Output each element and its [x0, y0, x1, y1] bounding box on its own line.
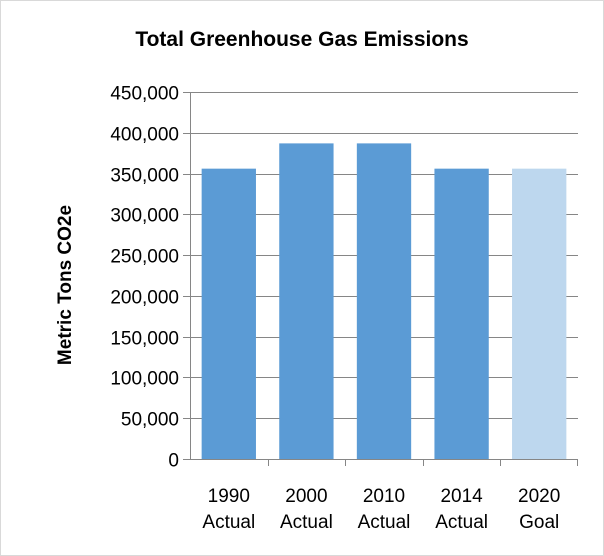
bar [356, 143, 412, 459]
y-tick-label: 450,000 [110, 84, 179, 105]
y-axis-title: Metric Tons CO2e [55, 205, 76, 365]
y-tick-label: 150,000 [110, 329, 179, 350]
y-tick-labels: 0 50,000 100,000 150,000 200,000 250,000 300,0… [110, 84, 179, 472]
x-tick-label: Goal [519, 512, 559, 533]
y-tick-label: 50,000 [121, 410, 179, 431]
x-tick-label: 1990 [208, 486, 250, 507]
y-tick-label: 100,000 [110, 369, 179, 390]
x-tick-label: Actual [358, 512, 411, 533]
chart-title: Total Greenhouse Gas Emissions [135, 28, 469, 51]
y-tick-label: 200,000 [110, 288, 179, 309]
x-tick-label: 2014 [440, 486, 483, 507]
x-tick-label: 2020 [518, 486, 560, 507]
bar [434, 168, 489, 459]
bar [512, 168, 567, 459]
x-tick-label: Actual [202, 512, 255, 533]
x-tick-labels: 1990 Actual 2000 Actual 2010 Actual 2014 Actual… [202, 486, 560, 533]
x-tick-label: Actual [435, 512, 488, 533]
bar [279, 143, 334, 459]
y-tick-label: 250,000 [110, 247, 179, 268]
y-tick-label: 350,000 [110, 166, 179, 187]
bar [201, 168, 256, 459]
y-tick-label: 400,000 [110, 125, 179, 146]
x-tick-label: Actual [280, 512, 333, 533]
y-tick-label: 300,000 [110, 206, 179, 227]
x-tick-label: 2010 [363, 486, 405, 507]
bars [201, 143, 567, 459]
axes [183, 92, 578, 466]
x-tick-label: 2000 [285, 486, 327, 507]
y-tick-label: 0 [168, 451, 179, 472]
